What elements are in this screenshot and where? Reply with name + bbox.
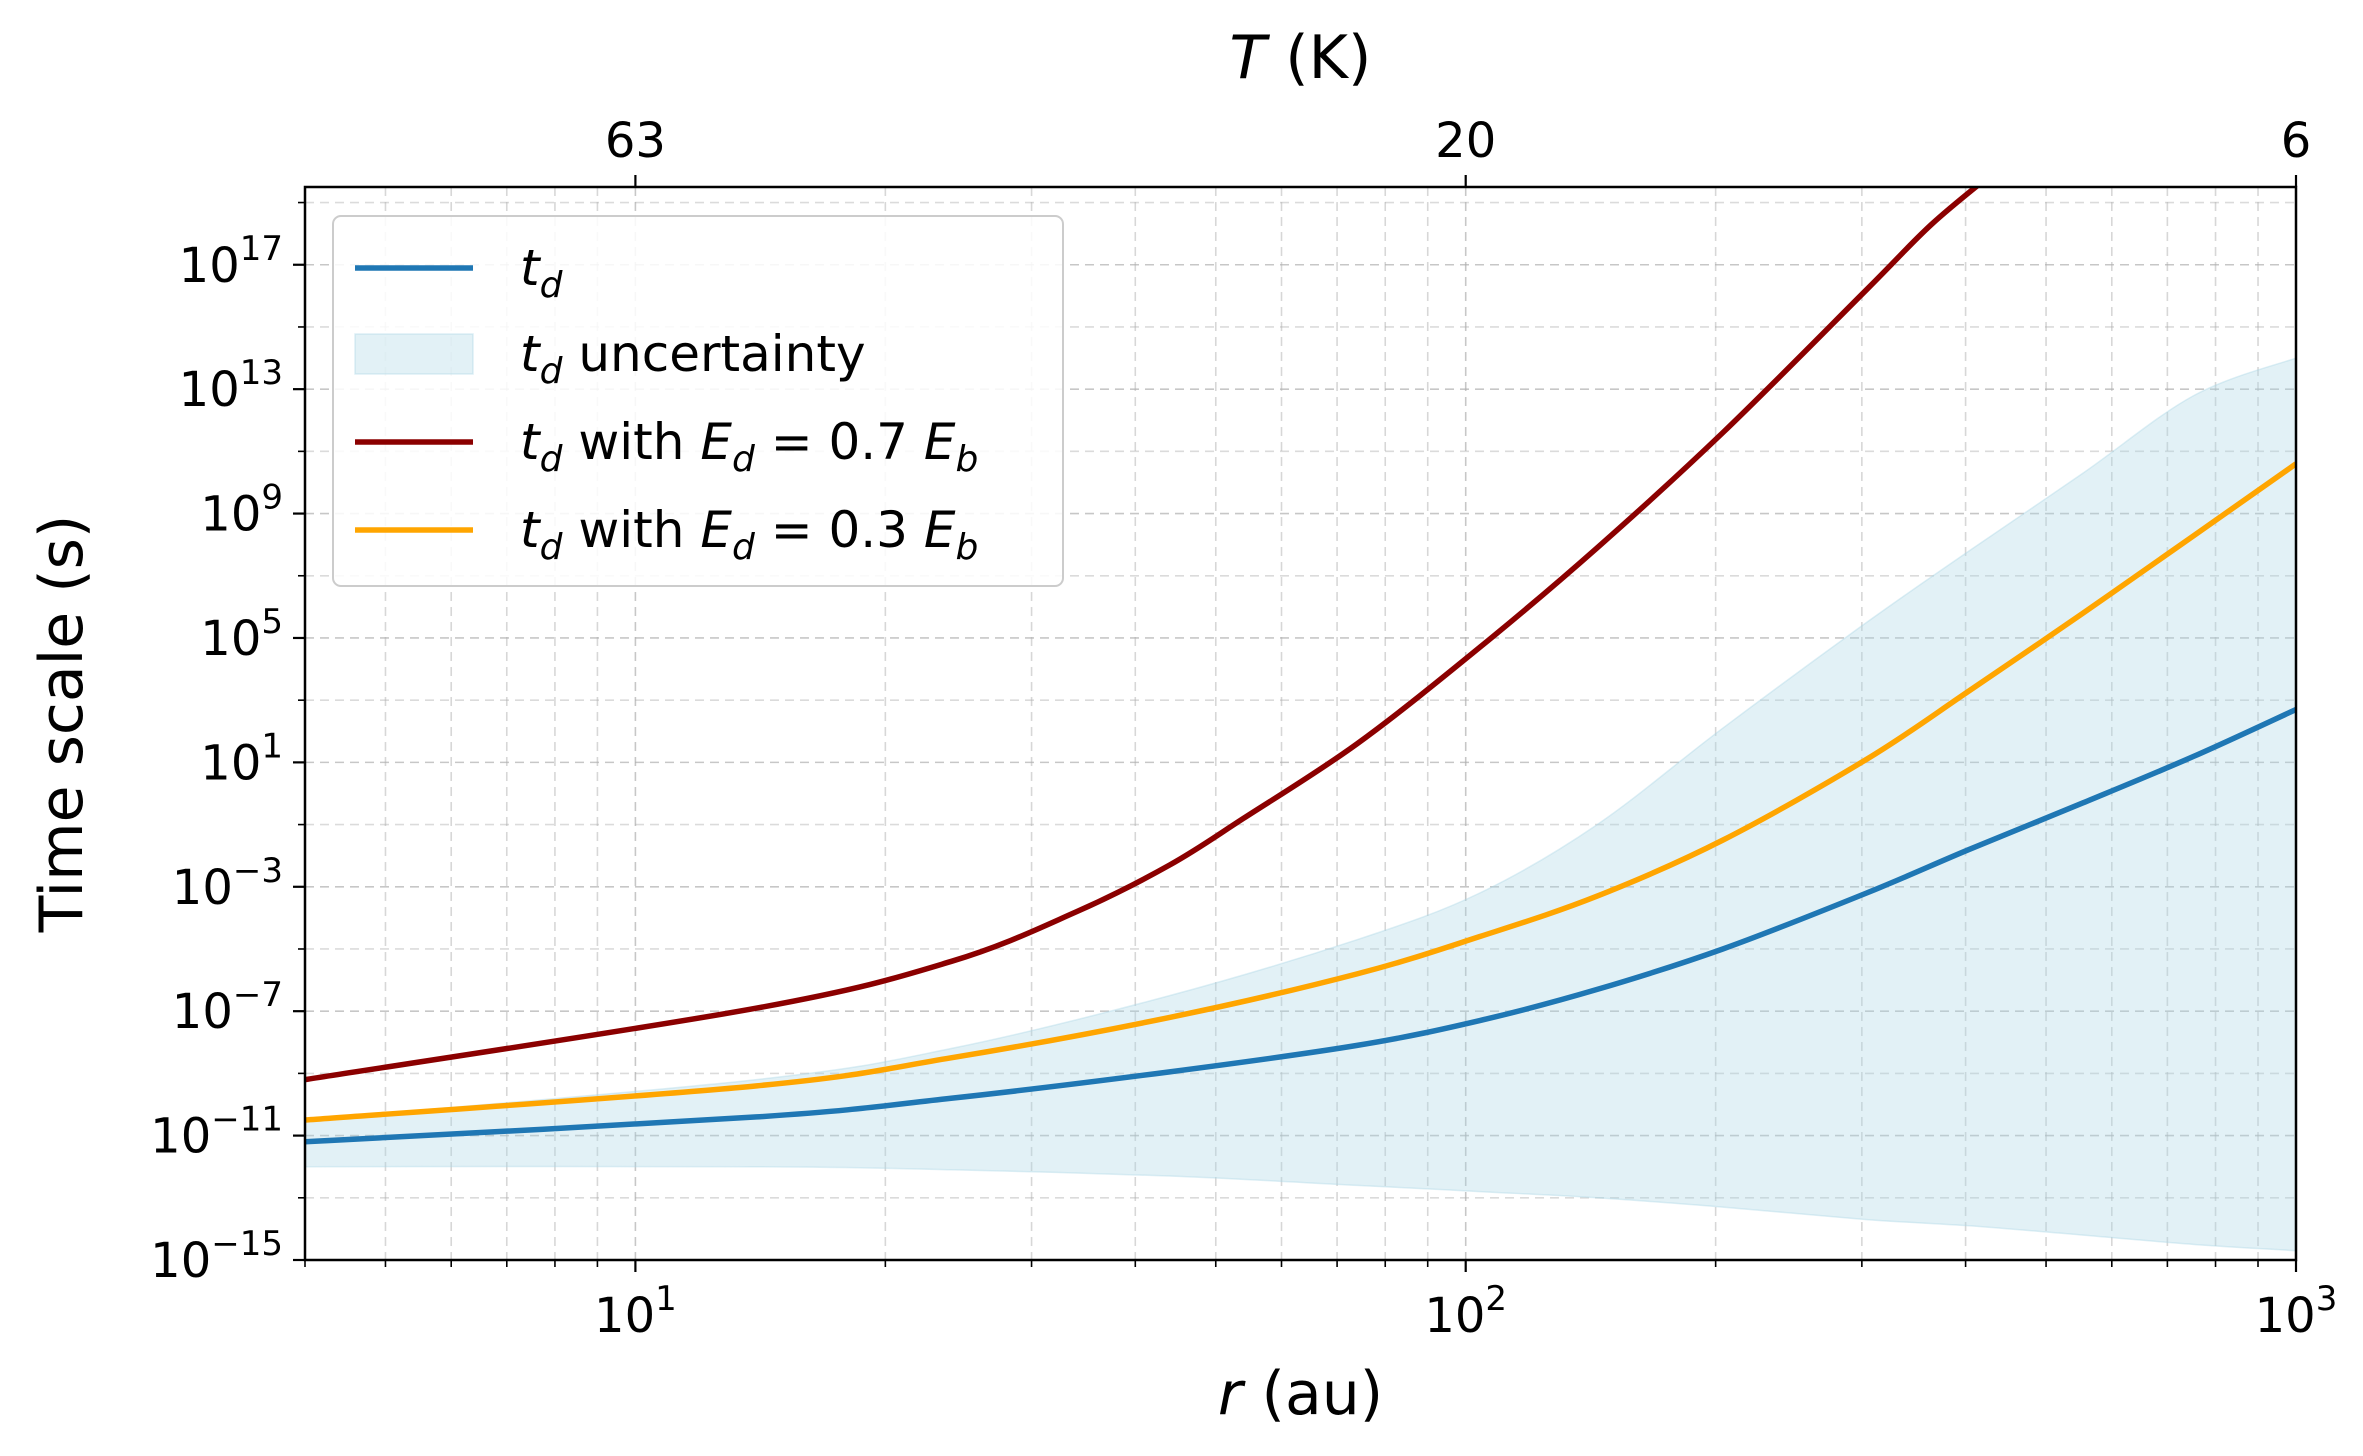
legend-text-part: = 0.7 xyxy=(755,413,924,471)
y-tick-label: 10−15 xyxy=(150,1224,283,1289)
series-line xyxy=(305,461,2296,1123)
y-tick-label-base: 10 xyxy=(150,1233,211,1289)
y-tick-label-exponent: 1 xyxy=(261,726,283,766)
x-tick-label-base: 10 xyxy=(2255,1288,2316,1344)
y-tick-label-base: 10 xyxy=(172,860,233,916)
legend-math-subscript: d xyxy=(732,527,756,568)
y-tick-label: 109 xyxy=(200,478,283,543)
top-axis-title: T (K) xyxy=(1230,23,1372,93)
y-tick-label-exponent: −15 xyxy=(211,1224,283,1264)
legend-text-part: = 0.3 xyxy=(755,501,924,559)
x-tick-label: 102 xyxy=(1424,1279,1507,1344)
series-line xyxy=(305,187,1981,1083)
legend-label: td with Ed = 0.3 Eb xyxy=(520,501,978,568)
y-tick-label-base: 10 xyxy=(172,984,233,1040)
legend-math-symbol: E xyxy=(700,413,732,471)
y-tick-label: 1017 xyxy=(179,229,283,294)
legend-box xyxy=(332,215,1064,587)
top-axis-tick-label: 20 xyxy=(1435,113,1496,169)
legend-label: td uncertainty xyxy=(520,325,866,392)
top-axis-tick-label: 6 xyxy=(2281,113,2312,169)
y-tick-label-exponent: 13 xyxy=(240,353,283,393)
legend-label: td xyxy=(520,239,564,306)
y-tick-label-exponent: −11 xyxy=(211,1100,283,1140)
y-tick-label-base: 10 xyxy=(179,238,240,294)
legend-math-subscript: d xyxy=(540,351,564,392)
y-tick-label-base: 10 xyxy=(200,487,261,543)
legend-math-subscript: d xyxy=(540,265,564,306)
legend-text-part: with xyxy=(562,501,700,559)
x-tick-label-exponent: 2 xyxy=(1485,1279,1507,1319)
y-tick-label-base: 10 xyxy=(179,362,240,418)
legend-text-part: uncertainty xyxy=(562,325,865,383)
series-lines xyxy=(305,187,2296,1145)
legend-math-subscript: b xyxy=(955,439,978,480)
x-axis-title: r (au) xyxy=(1218,1359,1383,1429)
legend-swatch-band xyxy=(354,333,474,375)
x-tick-label: 103 xyxy=(2255,1279,2338,1344)
y-tick-label-exponent: −7 xyxy=(233,975,283,1015)
top-axis-tick-label: 63 xyxy=(605,113,666,169)
x-axis-title-symbol: r xyxy=(1218,1359,1246,1429)
x-axis-title-unit: (au) xyxy=(1242,1359,1383,1429)
x-tick-label-exponent: 3 xyxy=(2316,1279,2338,1319)
y-tick-label: 1013 xyxy=(179,353,283,418)
legend-math-symbol: t xyxy=(520,501,542,559)
y-tick-label-base: 10 xyxy=(200,611,261,667)
legend-math-subscript: d xyxy=(732,439,756,480)
y-tick-label: 10−11 xyxy=(150,1100,283,1165)
x-tick-label-base: 10 xyxy=(594,1288,655,1344)
y-tick-label: 10−3 xyxy=(172,851,283,916)
legend-text-part: with xyxy=(562,413,700,471)
y-tick-label-exponent: 17 xyxy=(240,229,283,269)
legend-math-symbol: t xyxy=(520,325,542,383)
legend-math-symbol: E xyxy=(700,501,732,559)
y-tick-label: 101 xyxy=(200,726,283,791)
legend-math-symbol: t xyxy=(520,413,542,471)
series-line xyxy=(305,707,2296,1145)
legend-math-symbol: E xyxy=(924,413,956,471)
x-tick-label-base: 10 xyxy=(1424,1288,1485,1344)
y-axis-title: Time scale (s) xyxy=(27,515,97,934)
x-tick-label-exponent: 1 xyxy=(655,1279,677,1319)
legend-label: td with Ed = 0.7 Eb xyxy=(520,413,978,480)
legend-math-subscript: d xyxy=(540,439,564,480)
legend-math-subscript: b xyxy=(955,527,978,568)
y-tick-label-exponent: 9 xyxy=(261,478,283,518)
top-axis-title-unit: (K) xyxy=(1266,23,1371,93)
y-tick-label-base: 10 xyxy=(200,735,261,791)
top-axis-title-symbol: T xyxy=(1230,23,1271,93)
y-tick-label-exponent: 5 xyxy=(261,602,283,642)
y-tick-label: 105 xyxy=(200,602,283,667)
legend-math-symbol: t xyxy=(520,239,542,297)
axis-ticks xyxy=(293,175,2298,1272)
y-tick-label: 10−7 xyxy=(172,975,283,1040)
uncertainty-band xyxy=(305,357,2296,1252)
y-tick-label-base: 10 xyxy=(150,1109,211,1165)
y-tick-label-exponent: −3 xyxy=(233,851,283,891)
x-tick-label: 101 xyxy=(594,1279,677,1344)
legend-math-symbol: E xyxy=(924,501,956,559)
plot-frame xyxy=(303,185,2298,1262)
legend-math-subscript: d xyxy=(540,527,564,568)
uncertainty-band-layer xyxy=(305,357,2296,1252)
